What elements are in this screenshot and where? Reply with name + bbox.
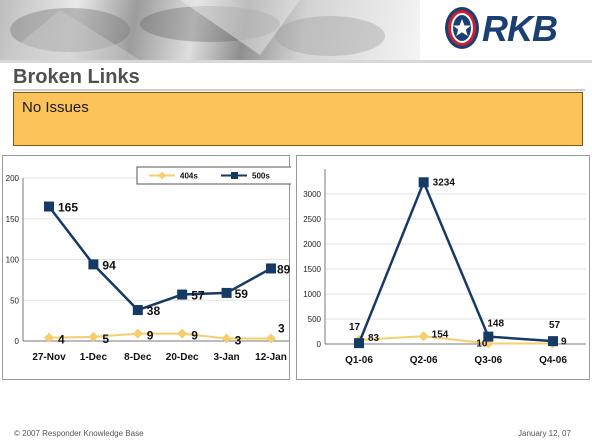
y-tick-label: 100 xyxy=(6,256,20,265)
banner-photo xyxy=(0,0,420,60)
x-tick-label: 3-Jan xyxy=(214,352,240,363)
data-point-square xyxy=(266,263,276,274)
data-label: 3 xyxy=(278,322,285,336)
legend-swatch-marker xyxy=(231,172,238,179)
data-label: 165 xyxy=(58,201,78,215)
data-label: 10 xyxy=(476,339,488,350)
chart-errors-by-quarter: 0 500 1000 1500 2000 2500 3000 Q1-06 Q2-06 Q3-06 Q… xyxy=(296,155,590,380)
x-tick-label: 27-Nov xyxy=(32,352,66,363)
y-tick-label: 2500 xyxy=(303,215,321,224)
header-banner: RKB xyxy=(0,0,592,60)
x-tick-label: 20-Dec xyxy=(166,352,199,363)
series-line-0 xyxy=(48,332,271,340)
x-tick-label: Q2-06 xyxy=(410,355,438,366)
data-point-square xyxy=(354,338,364,349)
data-point-square xyxy=(44,201,54,212)
title-rule xyxy=(13,89,585,91)
y-tick-label: 50 xyxy=(10,296,19,305)
data-label: 17 xyxy=(349,322,361,333)
x-tick-label: Q4-06 xyxy=(539,355,567,366)
status-box: No Issues xyxy=(13,92,583,146)
chart-errors-by-quarter-svg: 0 500 1000 1500 2000 2500 3000 Q1-06 Q2-06 Q3-06 Q… xyxy=(303,169,586,366)
data-label: 3 xyxy=(235,334,242,348)
data-label: 5 xyxy=(102,332,109,346)
data-point-diamond xyxy=(44,332,54,343)
logo-text: RKB xyxy=(482,8,558,49)
x-tick-label: 12-Jan xyxy=(255,352,287,363)
data-point-square xyxy=(418,177,429,188)
data-point-square xyxy=(483,331,494,342)
data-point-diamond xyxy=(132,328,143,339)
y-tick-label: 0 xyxy=(15,337,20,346)
y-tick-label: 150 xyxy=(6,215,20,224)
footer-copyright: © 2007 Responder Knowledge Base xyxy=(14,429,144,438)
data-label: 94 xyxy=(102,258,116,272)
rkb-logo: RKB xyxy=(444,6,584,54)
status-text: No Issues xyxy=(22,99,89,116)
data-label: 4 xyxy=(58,333,65,347)
data-label: 38 xyxy=(147,304,161,318)
header-divider xyxy=(0,60,592,63)
y-tick-label: 200 xyxy=(6,174,20,183)
data-point-square xyxy=(88,259,99,270)
data-point-square xyxy=(221,287,232,298)
data-point-square xyxy=(548,336,558,347)
y-tick-label: 2000 xyxy=(303,240,321,249)
series-line-1 xyxy=(48,205,272,312)
data-point-square xyxy=(177,289,188,300)
data-point-square xyxy=(132,305,143,316)
data-label: 9 xyxy=(147,329,154,343)
footer-date: January 12, 07 xyxy=(518,429,571,438)
data-label: 148 xyxy=(487,319,504,330)
data-label: 3234 xyxy=(433,177,456,188)
series-line-1 xyxy=(357,179,554,344)
data-point-diamond xyxy=(418,331,429,342)
y-tick-label: 3000 xyxy=(303,190,321,199)
x-tick-label: Q1-06 xyxy=(345,355,373,366)
data-label: 57 xyxy=(549,320,561,331)
series-line-0 xyxy=(358,335,554,345)
x-tick-label: 1-Dec xyxy=(80,352,108,363)
data-point-diamond xyxy=(266,333,276,344)
y-tick-label: 0 xyxy=(317,340,322,349)
x-tick-label: Q3-06 xyxy=(474,355,502,366)
legend-label: 500s xyxy=(252,172,270,181)
data-label: 9 xyxy=(191,329,198,343)
banner-photo-art xyxy=(0,0,385,60)
legend-label: 404s xyxy=(180,172,198,181)
chart-errors-by-date-svg: 0 50 100 150 200 27-Nov 1-Dec 8-Dec 20-Dec 3-Jan 1… xyxy=(6,166,293,363)
x-tick-label: 8-Dec xyxy=(124,352,152,363)
data-label: 59 xyxy=(235,287,249,301)
rkb-logo-emblem xyxy=(445,7,479,49)
data-label: 57 xyxy=(191,289,205,303)
chart-errors-by-date: 0 50 100 150 200 27-Nov 1-Dec 8-Dec 20-Dec 3-Jan 1… xyxy=(2,155,293,380)
y-tick-label: 1500 xyxy=(303,265,321,274)
data-point-diamond xyxy=(177,328,188,339)
page-title: Broken Links xyxy=(13,66,140,88)
data-label: 154 xyxy=(432,329,449,340)
data-point-diamond xyxy=(88,331,99,342)
data-label: 89 xyxy=(277,262,291,276)
data-label: 83 xyxy=(368,333,380,344)
y-tick-label: 1000 xyxy=(303,290,321,299)
data-label: 9 xyxy=(561,337,567,348)
data-point-diamond xyxy=(221,333,232,344)
legend-swatch-marker xyxy=(158,171,166,180)
y-tick-label: 500 xyxy=(308,315,322,324)
